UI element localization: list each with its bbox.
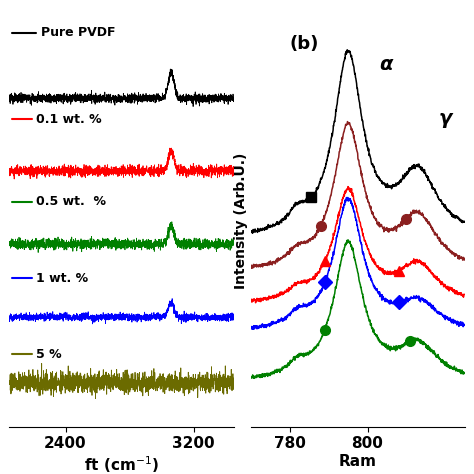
X-axis label: ft (cm$^{-1}$): ft (cm$^{-1}$) [84,454,159,474]
Text: (b): (b) [290,35,319,53]
Text: 0.5 wt.  %: 0.5 wt. % [36,195,106,209]
Y-axis label: Intensity (Arb.U.): Intensity (Arb.U.) [234,152,248,289]
Text: γ: γ [439,109,452,128]
Text: α: α [379,55,392,74]
Text: 1 wt. %: 1 wt. % [36,272,89,285]
Text: 0.1 wt. %: 0.1 wt. % [36,113,102,126]
Text: Pure PVDF: Pure PVDF [41,26,115,39]
X-axis label: Ram: Ram [339,454,377,469]
Text: 5 %: 5 % [36,348,62,361]
